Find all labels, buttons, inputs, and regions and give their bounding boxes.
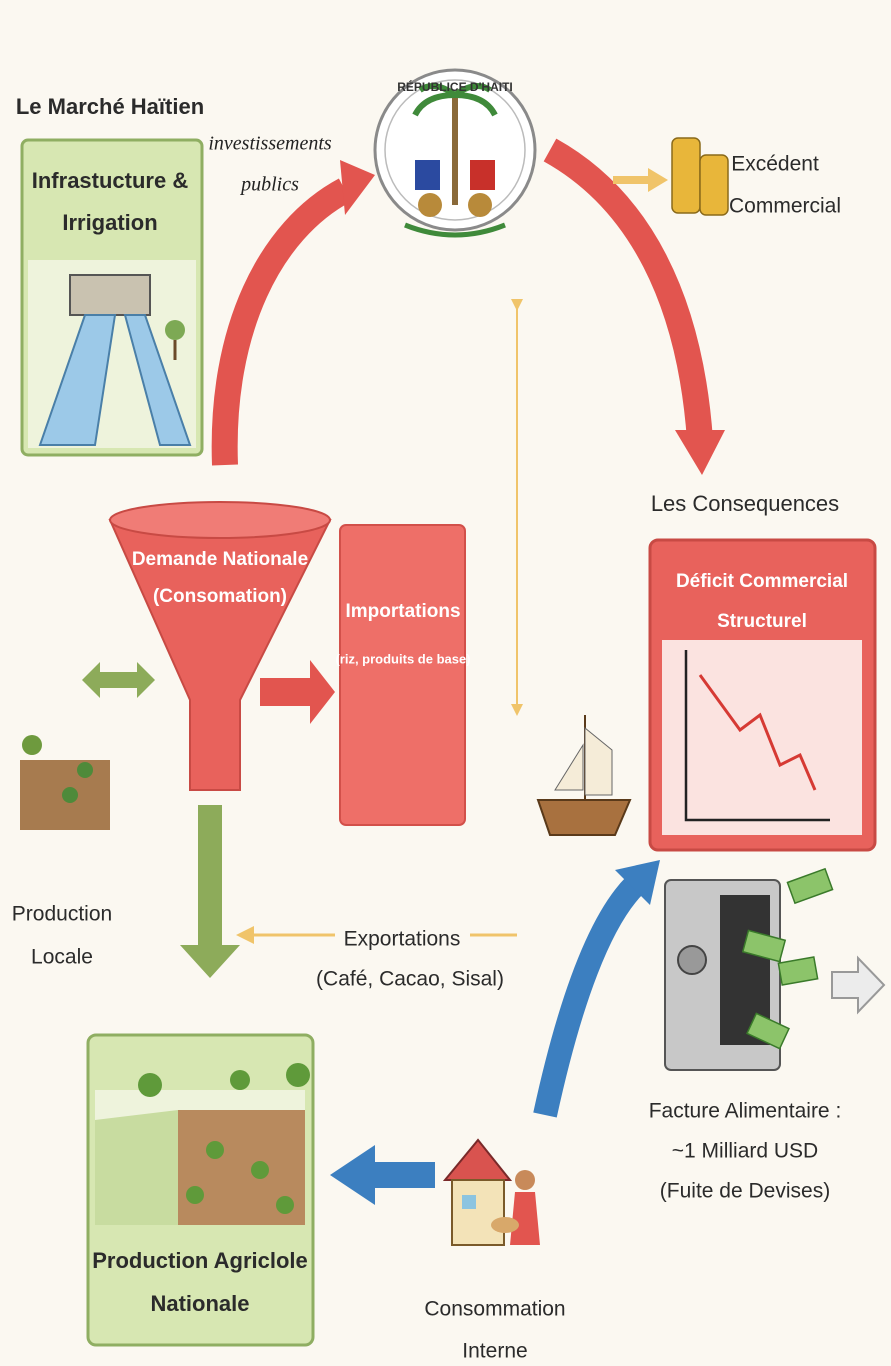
national-production-box-part-part xyxy=(206,1141,224,1159)
ship-part xyxy=(538,800,630,835)
exports-label: (Café, Cacao, Sisal) xyxy=(316,968,504,991)
seal-part xyxy=(415,160,440,190)
house-part xyxy=(462,1195,476,1209)
market-title: Le Marché Haïtien xyxy=(16,94,204,119)
investment-label: publics xyxy=(239,174,299,196)
house-part xyxy=(510,1192,540,1245)
internal-consumption-label: Interne xyxy=(462,1340,527,1363)
house-part xyxy=(515,1170,535,1190)
demand-label: (Consomation) xyxy=(153,586,287,607)
infrastructure-label: Irrigation xyxy=(62,210,157,235)
deficit-label: Structurel xyxy=(717,611,807,632)
small-field-part xyxy=(62,787,78,803)
consequences-title: Les Consequences xyxy=(651,491,839,516)
imports-label: (riz, produits de base) xyxy=(335,651,470,666)
food-bill-label: ~1 Milliard USD xyxy=(672,1140,818,1163)
investment-label: investissements xyxy=(208,133,332,155)
infrastructure-label: Infrastucture & xyxy=(32,168,189,193)
diagram: Le Marché Haïtien Infrastucture & Irriga… xyxy=(0,0,891,1366)
national-production-box-part-part xyxy=(286,1063,310,1087)
demand-label: Demande Nationale xyxy=(132,549,308,570)
national-production-box-part-part xyxy=(186,1186,204,1204)
food-bill-label: (Fuite de Devises) xyxy=(660,1180,830,1203)
national-production-box-part-part xyxy=(230,1070,250,1090)
infrastructure-box-part xyxy=(70,275,150,315)
page: Le Marché Haïtien {"header": {"market_ti… xyxy=(0,0,891,1366)
imports-label: Importations xyxy=(345,601,460,622)
seal-part xyxy=(470,160,495,190)
imports-box xyxy=(340,525,465,825)
national-production-box-part-part xyxy=(251,1161,269,1179)
seal-part xyxy=(418,193,442,217)
seal-part xyxy=(452,95,458,205)
safe-part xyxy=(678,946,706,974)
internal-consumption-label: Consommation xyxy=(424,1298,565,1321)
local-production-label: Locale xyxy=(31,946,93,969)
national-production-box-part xyxy=(95,1110,178,1225)
food-bill-label: Facture Alimentaire : xyxy=(649,1100,842,1123)
national-production-box-part-part xyxy=(276,1196,294,1214)
small-field-part xyxy=(77,762,93,778)
deficit-box-part xyxy=(662,640,862,835)
demand-funnel-part xyxy=(110,502,330,538)
small-field-part xyxy=(22,735,42,755)
seal-part xyxy=(468,193,492,217)
coins-part xyxy=(672,138,700,213)
seal-label: RÉPUBLICE D'HAITI xyxy=(397,79,513,94)
house-part xyxy=(491,1217,519,1233)
national-production-box-part-part xyxy=(138,1073,162,1097)
deficit-label: Déficit Commercial xyxy=(676,571,848,592)
surplus-label: Commercial xyxy=(729,195,841,218)
body: Le Marché Haïtien Infrastucture & Irriga… xyxy=(0,0,891,1366)
national-production-label: Nationale xyxy=(150,1291,249,1316)
exports-label: Exportations xyxy=(344,928,461,951)
surplus-label: Excédent xyxy=(731,153,819,176)
infrastructure-box-part xyxy=(165,320,185,340)
coins-part xyxy=(700,155,728,215)
house-part xyxy=(452,1180,504,1245)
national-production-label: Production Agriclole xyxy=(92,1248,308,1273)
local-production-label: Production xyxy=(12,903,112,926)
